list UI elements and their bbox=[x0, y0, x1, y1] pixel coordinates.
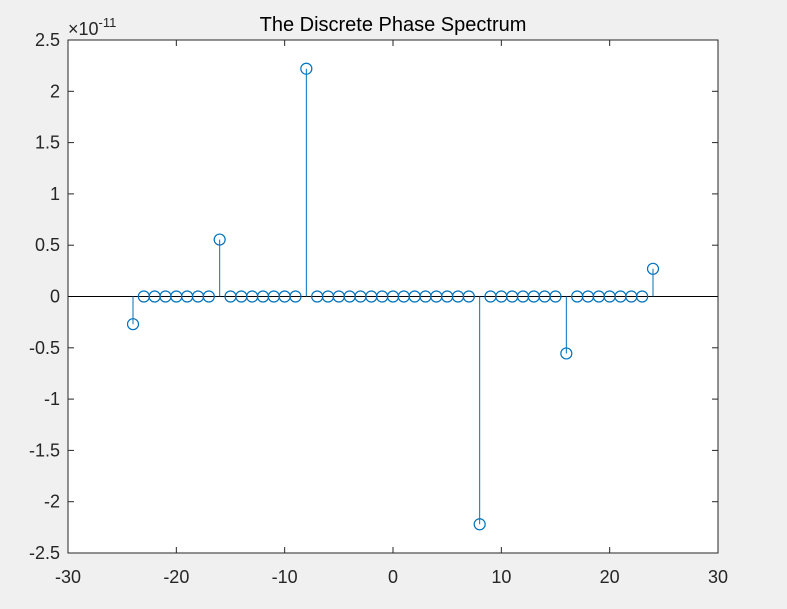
chart-title: The Discrete Phase Spectrum bbox=[260, 14, 527, 36]
y-tick-label: 1 bbox=[50, 184, 60, 204]
y-tick-label: 2.5 bbox=[35, 30, 60, 50]
stem-marker bbox=[473, 518, 486, 531]
x-tick-label: -20 bbox=[163, 567, 189, 587]
y-tick-label: -1 bbox=[44, 389, 60, 409]
stem-marker bbox=[462, 290, 475, 303]
y-tick-label: 0.5 bbox=[35, 235, 60, 255]
stem-marker bbox=[646, 262, 660, 275]
y-tick-label: 2 bbox=[50, 81, 60, 101]
y-tick-label: -0.5 bbox=[29, 338, 60, 358]
stem-marker bbox=[560, 347, 573, 360]
stem-marker bbox=[549, 290, 562, 303]
x-tick-label: 30 bbox=[708, 567, 728, 587]
y-tick-label: 1.5 bbox=[35, 133, 60, 153]
y-tick-label: -1.5 bbox=[29, 440, 60, 460]
stem-series bbox=[68, 62, 718, 531]
y-tick-label: -2 bbox=[44, 492, 60, 512]
y-tick-label: -2.5 bbox=[29, 543, 60, 563]
y-exponent-label: ×10-11 bbox=[68, 15, 116, 39]
stem-marker bbox=[636, 290, 649, 303]
stem-marker bbox=[289, 290, 302, 303]
axes: -30 -20 -10 0 10 20 30 -2.5 -2 -1.5 -1 -0.5 0 0.5 1 1.5… bbox=[29, 30, 728, 587]
stem-marker bbox=[202, 290, 215, 303]
x-tick-label: 0 bbox=[388, 567, 398, 587]
y-tick-label: 0 bbox=[50, 287, 60, 307]
stem-marker bbox=[300, 62, 313, 75]
x-tick-label: -10 bbox=[272, 567, 298, 587]
x-tick-label: -30 bbox=[55, 567, 81, 587]
plot-frame bbox=[67, 39, 719, 554]
x-tick-label: 20 bbox=[600, 567, 620, 587]
x-tick-label: 10 bbox=[491, 567, 511, 587]
stem-marker bbox=[126, 318, 140, 331]
stem-marker bbox=[213, 233, 226, 246]
